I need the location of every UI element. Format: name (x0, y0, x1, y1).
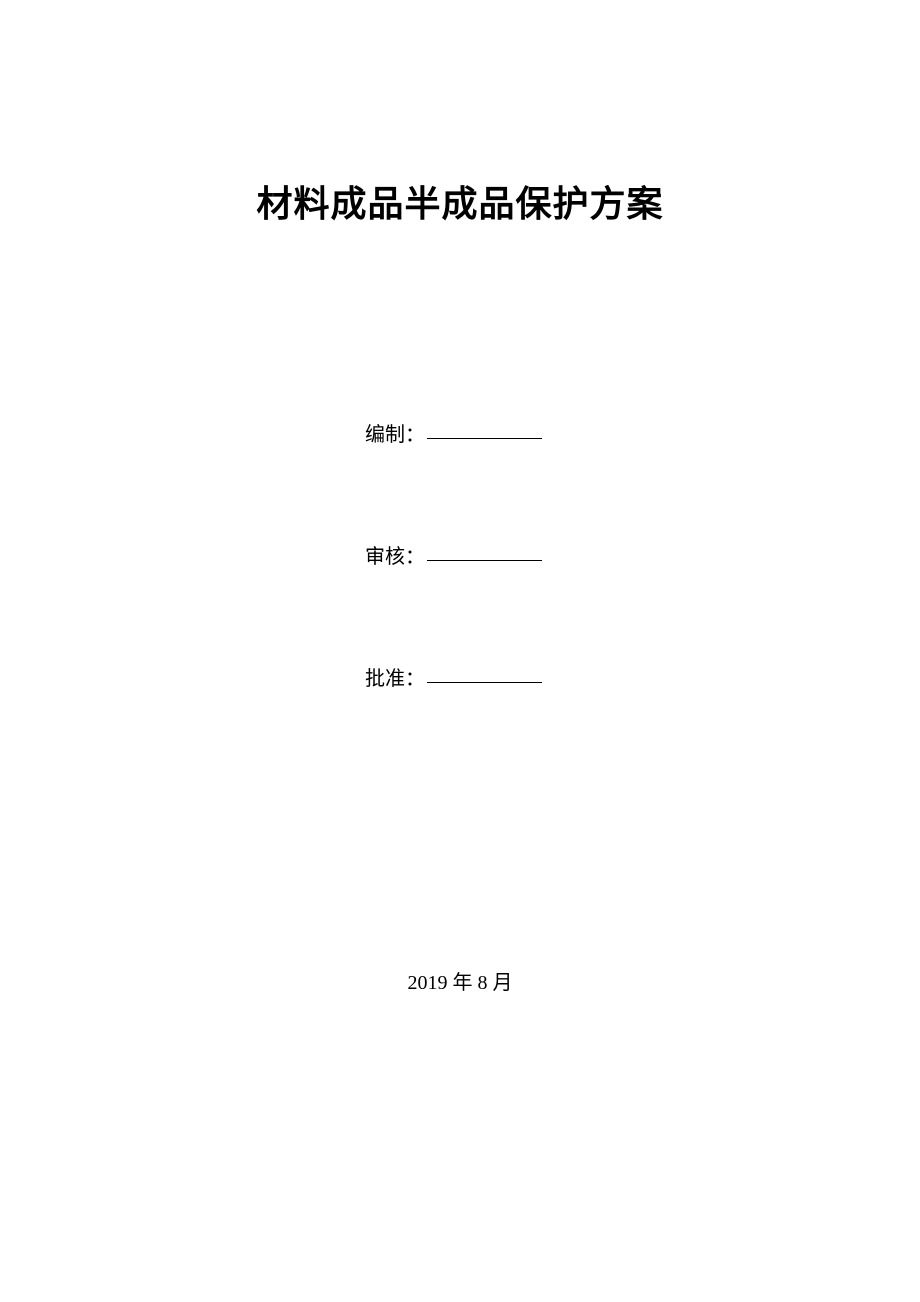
document-title: 材料成品半成品保护方案 (0, 175, 920, 227)
field-label-compiled-by: 编制： (365, 418, 425, 447)
field-label-approved-by: 批准： (365, 662, 425, 691)
field-label-reviewed-by: 审核： (365, 540, 425, 569)
field-underline-reviewed-by (427, 560, 542, 561)
document-date: 2019 年 8 月 (0, 966, 920, 995)
field-underline-compiled-by (427, 438, 542, 439)
field-underline-approved-by (427, 682, 542, 683)
field-row-compiled-by: 编制： (365, 418, 542, 447)
field-row-reviewed-by: 审核： (365, 540, 542, 569)
field-row-approved-by: 批准： (365, 662, 542, 691)
document-page: 材料成品半成品保护方案 编制： 审核： 批准： 2019 年 8 月 (0, 0, 920, 1302)
